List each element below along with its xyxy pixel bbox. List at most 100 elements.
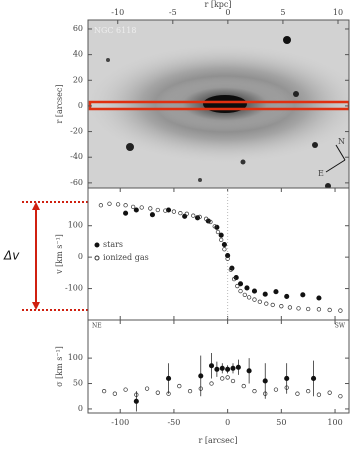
gas-point — [306, 389, 310, 393]
galaxy-label: NGC 6118 — [94, 26, 136, 35]
star-point — [222, 242, 226, 246]
gas-point — [339, 394, 343, 398]
gas-point — [280, 304, 284, 308]
star-point — [206, 219, 210, 223]
gas-point — [235, 284, 239, 288]
gas-point — [253, 298, 257, 302]
y-tick-label: -20 — [70, 127, 83, 136]
figure: Δv NGC 6118 N E r [kpc] r [arcsec] NE SW… — [0, 0, 357, 450]
x-tick-label: 50 — [276, 418, 286, 427]
gas-point — [145, 387, 149, 391]
gas-point — [226, 376, 230, 380]
gas-point — [297, 307, 301, 311]
star-point — [285, 294, 289, 298]
gas-point — [247, 296, 251, 300]
x-tick-label: -100 — [111, 418, 129, 427]
star-point — [150, 213, 154, 217]
y-axis-label: σ [km s⁻¹] — [55, 346, 64, 387]
gas-point — [239, 289, 243, 293]
y-tick-label: 0 — [78, 404, 83, 413]
y-tick-label: 0 — [78, 101, 83, 110]
star-point — [247, 369, 251, 373]
star-point — [195, 216, 199, 220]
y-tick-label: -60 — [70, 178, 83, 187]
gas-point — [216, 230, 220, 234]
gas-point — [219, 238, 223, 242]
gas-point — [156, 391, 160, 395]
gas-point — [210, 382, 214, 386]
star-point — [252, 289, 256, 293]
panel-frame — [88, 320, 349, 413]
star-point — [215, 367, 219, 371]
x-tick-label: 100 — [327, 418, 342, 427]
gas-point — [116, 203, 120, 207]
y-axis-label: v [km s⁻¹] — [55, 234, 64, 275]
top-tick-label: 10 — [333, 8, 343, 17]
star-point — [274, 290, 278, 294]
star-point — [231, 366, 235, 370]
gas-point — [113, 392, 117, 396]
gas-point — [179, 211, 183, 215]
gas-point — [124, 388, 128, 392]
compass-e-label: E — [318, 169, 324, 178]
y-axis-label: r [arcsec] — [55, 84, 64, 123]
delta-v-label: Δv — [3, 249, 20, 263]
gas-point — [124, 203, 128, 207]
gas-point — [306, 307, 310, 311]
gas-point — [271, 303, 275, 307]
star-point — [236, 365, 240, 369]
gas-point — [108, 202, 112, 206]
y-tick-label: 50 — [73, 379, 83, 388]
gas-point — [264, 302, 268, 306]
legend-label: ionized gas — [103, 253, 149, 262]
gas-point — [317, 393, 321, 397]
gas-point — [242, 384, 246, 388]
star-point — [209, 364, 213, 368]
y-tick-label: 40 — [73, 50, 83, 59]
gas-point — [274, 388, 278, 392]
legend-label: stars — [103, 240, 123, 249]
x-tick-label: -50 — [167, 418, 180, 427]
top-tick-label: 0 — [225, 8, 230, 17]
star-point — [285, 376, 289, 380]
gas-point — [243, 293, 247, 297]
ne-label: NE — [92, 323, 102, 330]
gas-point — [288, 306, 292, 310]
star-point — [311, 376, 315, 380]
star-point — [245, 286, 249, 290]
gas-point — [177, 384, 181, 388]
gas-point — [339, 309, 343, 313]
star-point — [225, 367, 229, 371]
top-tick-label: 5 — [280, 8, 285, 17]
gas-point — [258, 300, 262, 304]
gas-point — [131, 205, 135, 209]
compass-n-label: N — [338, 137, 345, 146]
star-point — [215, 225, 219, 229]
x-tick-label: 0 — [225, 418, 230, 427]
gas-point — [188, 389, 192, 393]
star-point — [263, 379, 267, 383]
galaxy-image — [85, 20, 357, 189]
gas-point — [231, 379, 235, 383]
legend-marker — [95, 256, 99, 260]
gas-point — [296, 392, 300, 396]
y-tick-label: 100 — [68, 353, 83, 362]
sw-label: SW — [335, 323, 346, 330]
x-axis-label: r [arcsec] — [198, 436, 237, 445]
star-point — [301, 293, 305, 297]
gas-point — [102, 389, 106, 393]
gas-point — [328, 308, 332, 312]
gas-point — [148, 207, 152, 211]
star-point — [166, 376, 170, 380]
star-point — [199, 374, 203, 378]
star-point — [219, 233, 223, 237]
gas-point — [223, 247, 227, 251]
gas-point — [317, 308, 321, 312]
star-point — [263, 292, 267, 296]
star-point — [123, 211, 127, 215]
y-tick-label: 100 — [68, 221, 83, 230]
top-tick-label: -5 — [169, 8, 177, 17]
gas-point — [220, 377, 224, 381]
y-tick-label: -40 — [70, 152, 83, 161]
y-tick-label: 20 — [73, 75, 83, 84]
